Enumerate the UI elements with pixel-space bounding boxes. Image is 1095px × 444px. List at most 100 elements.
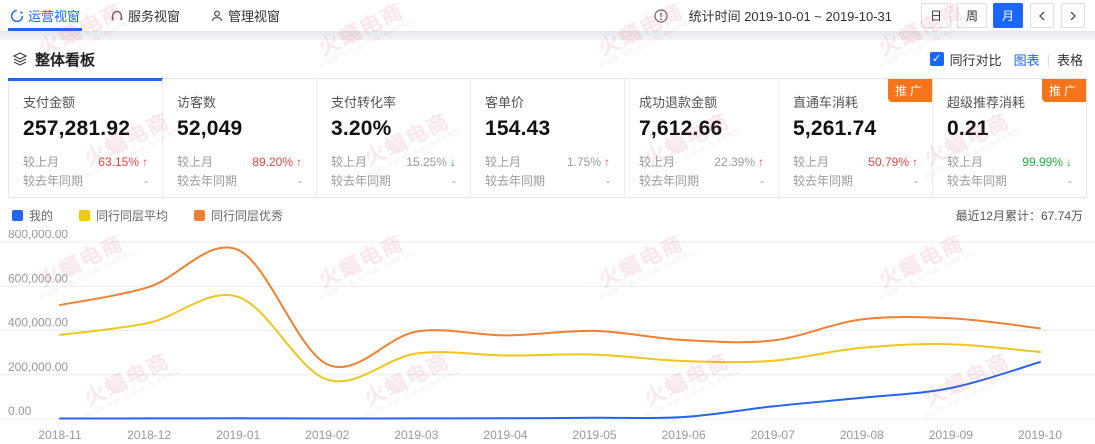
panel-header: 整体看板 ✓ 同行对比 图表 | 表格	[0, 40, 1095, 78]
legend-swatch-icon	[12, 209, 23, 221]
legend-row: 我的 同行同层平均 同行同层优秀 最近12月累计：67.74万	[0, 200, 1095, 230]
legend-item[interactable]: 同行同层优秀	[194, 207, 283, 224]
chevron-left-icon	[1039, 11, 1045, 20]
period-button-0[interactable]: 日	[921, 3, 951, 28]
metric-value: 154.43	[485, 117, 551, 140]
yoy-row: 较去年同期 -	[331, 174, 456, 188]
info-icon[interactable]	[653, 8, 668, 23]
series-line	[59, 294, 1041, 383]
main-tabs: 运营视窗 服务视窗 管理视窗	[7, 0, 310, 31]
metric-card[interactable]: 访客数 52,049 较上月 89.20% ↑ 较去年同期 -	[162, 79, 316, 197]
metric-title: 直通车消耗	[793, 95, 859, 110]
y-tick-label: 800,000.00	[8, 230, 68, 241]
legend-swatch-icon	[194, 209, 206, 221]
tab-management-window[interactable]: 管理视窗	[210, 0, 280, 31]
arrow-up-icon: ↑	[912, 155, 918, 169]
peer-compare-label: 同行对比	[949, 52, 1002, 68]
yoy-row: 较去年同期 -	[793, 174, 918, 188]
arrow-up-icon: ↑	[758, 155, 764, 169]
y-tick-label: 0.00	[8, 404, 32, 418]
operations-window-icon	[10, 9, 24, 23]
arrow-up-icon: ↑	[604, 155, 610, 169]
peer-compare-checkbox[interactable]: ✓	[929, 52, 944, 66]
view-chart-link[interactable]: 图表	[1013, 52, 1040, 68]
period-switcher: 日周月	[921, 3, 1023, 28]
yoy-row: 较去年同期 -	[639, 174, 764, 188]
view-separator: |	[1046, 51, 1050, 67]
yoy-row: 较去年同期 -	[23, 174, 148, 188]
stat-time-label: 统计时间 2019-10-01 ~ 2019-10-31	[688, 9, 892, 24]
metric-card[interactable]: 支付转化率 3.20% 较上月 15.25% ↓ 较去年同期 -	[316, 79, 470, 197]
cumulative-total: 最近12月累计：67.74万	[955, 208, 1083, 223]
metric-value: 52,049	[177, 117, 243, 140]
next-period-button[interactable]	[1061, 3, 1085, 28]
metric-value: 257,281.92	[23, 117, 131, 140]
promo-badge: 推广	[887, 79, 932, 102]
metric-card[interactable]: 支付金额 257,281.92 较上月 63.15% ↑ 较去年同期 -	[8, 78, 163, 197]
y-tick-label: 200,000.00	[8, 360, 68, 374]
mom-row: 较上月 1.75% ↑	[485, 153, 610, 172]
x-tick-label: 2019-05	[573, 428, 617, 442]
mom-row: 较上月 63.15% ↑	[23, 153, 148, 172]
y-tick-label: 400,000.00	[8, 316, 68, 330]
arrow-up-icon: ↑	[296, 155, 302, 169]
x-tick-label: 2019-10	[1018, 428, 1062, 442]
overview-panel: 整体看板 ✓ 同行对比 图表 | 表格 支付金额 257,281.92 较上月 …	[0, 40, 1095, 444]
x-tick-label: 2019-06	[662, 428, 706, 442]
arrow-down-icon: ↓	[1066, 155, 1072, 169]
view-table-link[interactable]: 表格	[1056, 52, 1083, 68]
period-button-1[interactable]: 周	[957, 3, 987, 28]
x-tick-label: 2019-08	[840, 428, 884, 442]
series-line	[59, 246, 1041, 368]
management-window-icon	[210, 9, 224, 23]
legend-swatch-icon	[79, 209, 91, 221]
metric-value: 0.21	[947, 117, 989, 140]
chart-legend: 我的 同行同层平均 同行同层优秀	[12, 207, 283, 224]
metric-card[interactable]: 推广 直通车消耗 5,261.74 较上月 50.79% ↑ 较去年同期 -	[778, 79, 932, 197]
mom-row: 较上月 99.99% ↓	[947, 153, 1072, 172]
trend-chart[interactable]: 0.00 200,000.00 400,000.00 600,000.00 800,00…	[0, 227, 1095, 444]
x-tick-label: 2018-12	[127, 428, 171, 442]
tab-service-window[interactable]: 服务视窗	[110, 0, 180, 31]
metric-title: 超级推荐消耗	[947, 95, 1026, 110]
legend-item[interactable]: 同行同层平均	[79, 207, 168, 224]
metric-title: 支付转化率	[331, 95, 397, 110]
arrow-up-icon: ↑	[142, 155, 148, 169]
period-button-2[interactable]: 月	[993, 3, 1023, 28]
x-tick-label: 2019-07	[751, 428, 795, 442]
metric-card[interactable]: 推广 超级推荐消耗 0.21 较上月 99.99% ↓ 较去年同期 -	[932, 79, 1086, 197]
tab-operations-window[interactable]: 运营视窗	[7, 0, 83, 31]
x-tick-label: 2019-09	[929, 428, 973, 442]
yoy-row: 较去年同期 -	[177, 174, 302, 188]
trend-chart-svg: 0.00 200,000.00 400,000.00 600,000.00 800,00…	[0, 227, 1095, 442]
metric-card[interactable]: 成功退款金额 7,612.66 较上月 22.39% ↑ 较去年同期 -	[624, 79, 778, 197]
x-tick-label: 2019-04	[483, 428, 527, 442]
series-line	[59, 361, 1041, 420]
x-tick-label: 2019-02	[305, 428, 349, 442]
topbar-right: 统计时间 2019-10-01 ~ 2019-10-31 日周月	[653, 3, 1085, 28]
divider-strip	[0, 31, 1095, 40]
chevron-right-icon	[1070, 11, 1076, 20]
metric-card[interactable]: 客单价 154.43 较上月 1.75% ↑ 较去年同期 -	[470, 79, 624, 197]
board-title: 整体看板	[35, 51, 96, 69]
metric-title: 访客数	[177, 95, 217, 110]
layers-icon	[12, 51, 28, 67]
yoy-row: 较去年同期 -	[485, 174, 610, 188]
mom-row: 较上月 22.39% ↑	[639, 153, 764, 172]
service-window-icon	[110, 9, 124, 23]
legend-item[interactable]: 我的	[12, 207, 53, 224]
metric-value: 3.20%	[331, 117, 392, 140]
metric-value: 5,261.74	[793, 117, 877, 140]
metric-title: 支付金额	[23, 95, 76, 110]
mom-row: 较上月 15.25% ↓	[331, 153, 456, 172]
mom-row: 较上月 50.79% ↑	[793, 153, 918, 172]
prev-period-button[interactable]	[1030, 3, 1054, 28]
promo-badge: 推广	[1041, 79, 1086, 102]
yoy-row: 较去年同期 -	[947, 174, 1072, 188]
metric-title: 客单价	[485, 95, 525, 110]
mom-row: 较上月 89.20% ↑	[177, 153, 302, 172]
x-tick-label: 2019-03	[394, 428, 438, 442]
metric-value: 7,612.66	[639, 117, 723, 140]
x-tick-label: 2018-11	[38, 428, 81, 442]
